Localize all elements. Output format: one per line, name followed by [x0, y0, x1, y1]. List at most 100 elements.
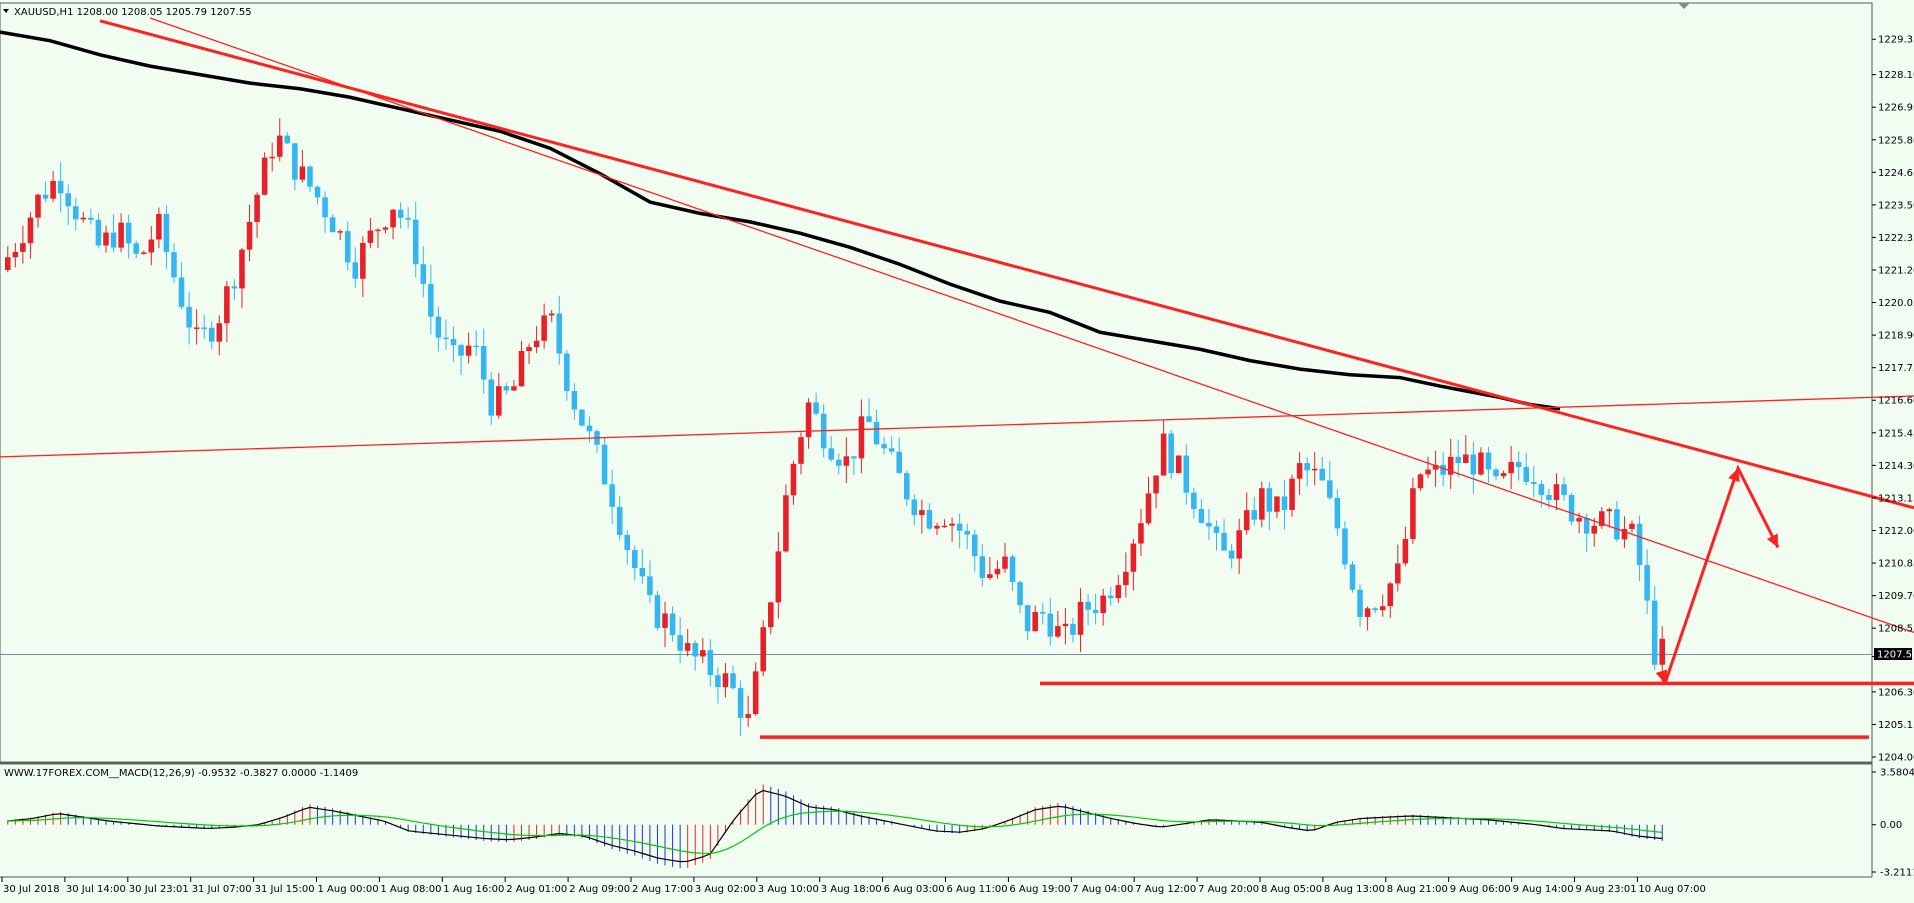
candle-body [1311, 468, 1318, 471]
time-axis: 30 Jul 2018 30 Jul 14:00 30 Jul 23:01 31 Ju… [1, 877, 1706, 895]
candle-body [1319, 468, 1326, 481]
time-tick-label: 1 Aug 08:00 [380, 884, 441, 895]
candle-body [1410, 488, 1416, 539]
candle-body [269, 156, 275, 159]
candle-body [533, 340, 540, 348]
candle-body [80, 217, 87, 220]
candle-body [1357, 589, 1363, 617]
candle-body [684, 643, 691, 651]
candle-body [1138, 523, 1144, 544]
candle-body [246, 221, 253, 250]
candle-body [707, 650, 714, 676]
time-tick-label: 8 Aug 21:00 [1387, 884, 1448, 895]
candle-body [669, 613, 676, 636]
candle-body [428, 283, 434, 317]
candle-body [888, 448, 895, 452]
candle-body [1591, 525, 1598, 534]
time-tick-label: 7 Aug 12:00 [1135, 884, 1196, 895]
candle-body [42, 194, 49, 199]
candle-body [65, 193, 71, 207]
candle-body [624, 534, 631, 551]
candle-body [1085, 601, 1091, 610]
candle-body [1432, 464, 1439, 470]
candle-body [1493, 469, 1499, 477]
annotations-layer [0, 17, 1914, 739]
candle-body [1160, 433, 1167, 476]
candle-body [790, 463, 797, 496]
candle-body [1515, 461, 1522, 468]
candle-body [1077, 601, 1084, 635]
time-tick-label: 31 Jul 07:00 [192, 884, 252, 895]
candle-body [881, 444, 887, 449]
trendline[interactable] [0, 395, 1914, 458]
price-tick-label: 1213.15 [1878, 493, 1914, 504]
candle-body [329, 217, 336, 233]
dropdown-triangle-icon[interactable] [3, 9, 9, 13]
price-tick-label: 1223.50 [1878, 200, 1914, 211]
macd-header: WWW.17FOREX.COM__MACD(12,26,9) -0.9532 -… [4, 768, 358, 779]
time-tick-label: 8 Aug 05:00 [1261, 884, 1322, 895]
candle-body [1115, 585, 1122, 599]
candle-body [1130, 543, 1137, 572]
candle-body [1470, 454, 1477, 475]
candle-body [1024, 605, 1031, 632]
current-price-label: 1207.55 [1877, 650, 1914, 661]
candle-body [836, 459, 842, 466]
candle-body [1349, 564, 1356, 590]
candle-body [488, 379, 495, 416]
time-tick-label: 1 Aug 00:00 [318, 884, 379, 895]
time-tick-label: 30 Jul 2018 [3, 884, 60, 895]
time-tick-label: 1 Aug 16:00 [443, 884, 504, 895]
candle-body [556, 313, 563, 354]
time-tick-label: 3 Aug 10:00 [758, 884, 819, 895]
candle-body [1508, 461, 1514, 474]
candle-body [737, 688, 744, 718]
candle-body [548, 313, 555, 316]
candle-body [1039, 611, 1046, 614]
chart-shift-marker-icon[interactable] [1678, 3, 1690, 9]
candle-body [1425, 469, 1431, 475]
candle-body [896, 451, 902, 474]
candle-body [1364, 608, 1371, 617]
candle-body [1417, 474, 1424, 489]
candle-body [866, 416, 872, 422]
candle-body [639, 568, 646, 577]
macd-tick-label: 3.5804 [1880, 768, 1914, 779]
candle-body [480, 346, 487, 380]
candle-body [1447, 456, 1454, 475]
candle-body [1228, 550, 1235, 559]
candle-body [941, 525, 948, 528]
candle-body [1092, 609, 1099, 614]
candle-body [1463, 454, 1469, 463]
candle-body [307, 166, 313, 187]
candle-body [1100, 595, 1106, 614]
time-tick-label: 30 Jul 23:01 [129, 884, 189, 895]
trendline[interactable] [149, 17, 1914, 634]
candle-body [1296, 463, 1303, 479]
time-tick-label: 2 Aug 09:00 [569, 884, 630, 895]
price-tick-label: 1214.30 [1878, 461, 1914, 472]
candle-body [1251, 510, 1258, 520]
candle-body [1402, 538, 1409, 564]
candle-body [450, 339, 457, 346]
candle-body [375, 229, 381, 232]
candle-body [541, 315, 547, 341]
candle-body [1206, 522, 1212, 527]
time-tick-label: 2 Aug 01:00 [506, 884, 567, 895]
moving-average-layer [0, 30, 1561, 411]
price-tick-label: 1206.30 [1878, 687, 1914, 698]
macd-signal-line [7, 810, 1663, 854]
candle-body [163, 213, 170, 253]
candle-body [949, 523, 955, 526]
price-tick-label: 1212.00 [1878, 526, 1914, 537]
candle-body [851, 456, 857, 459]
candle-body [1621, 528, 1628, 540]
candle-body [1281, 496, 1288, 510]
arrowhead-icon [1766, 533, 1778, 548]
candle-body [843, 456, 850, 466]
candle-body [692, 643, 699, 657]
trendline[interactable] [99, 19, 1914, 510]
candle-body [700, 650, 706, 657]
candle-body [586, 425, 593, 432]
